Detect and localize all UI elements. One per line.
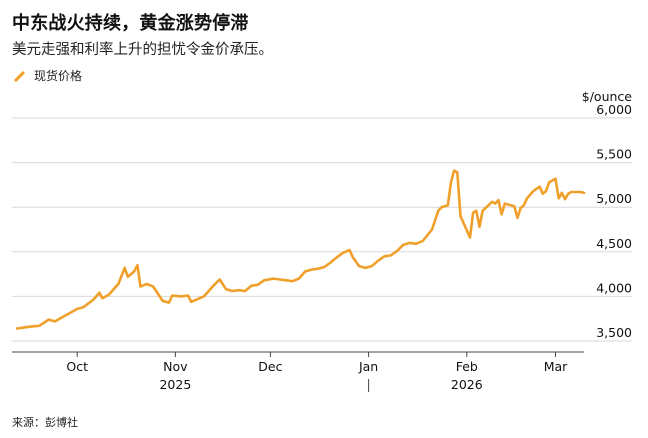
year-label: 2026 bbox=[451, 377, 483, 392]
y-tick-label: 5,500 bbox=[596, 147, 632, 162]
y-unit-label: $/ounce bbox=[582, 89, 633, 104]
x-tick-label: Jan bbox=[358, 359, 378, 374]
y-tick-label: 4,500 bbox=[596, 236, 632, 251]
legend-label: 现货价格 bbox=[34, 69, 83, 83]
year-label: 2025 bbox=[159, 377, 191, 392]
legend: 现货价格 bbox=[12, 67, 82, 84]
y-tick-label: 5,000 bbox=[596, 191, 632, 206]
y-tick-label: 6,000 bbox=[596, 102, 632, 117]
y-tick-label: 3,500 bbox=[596, 325, 632, 340]
chart-subtitle: 美元走强和利率上升的担忧令金价承压。 bbox=[12, 42, 273, 58]
x-tick-label: Oct bbox=[66, 359, 88, 374]
x-tick-label: Dec bbox=[258, 359, 282, 374]
y-tick-label: 4,000 bbox=[596, 280, 632, 295]
x-tick-label: Mar bbox=[544, 359, 568, 374]
x-tick-label: Nov bbox=[163, 359, 188, 374]
source-note: 来源：彭博社 bbox=[12, 416, 78, 429]
x-tick-label: Feb bbox=[456, 359, 478, 374]
series-line-spot-price bbox=[15, 169, 586, 330]
chart-title: 中东战火持续，黄金涨势停滞 bbox=[12, 13, 249, 34]
